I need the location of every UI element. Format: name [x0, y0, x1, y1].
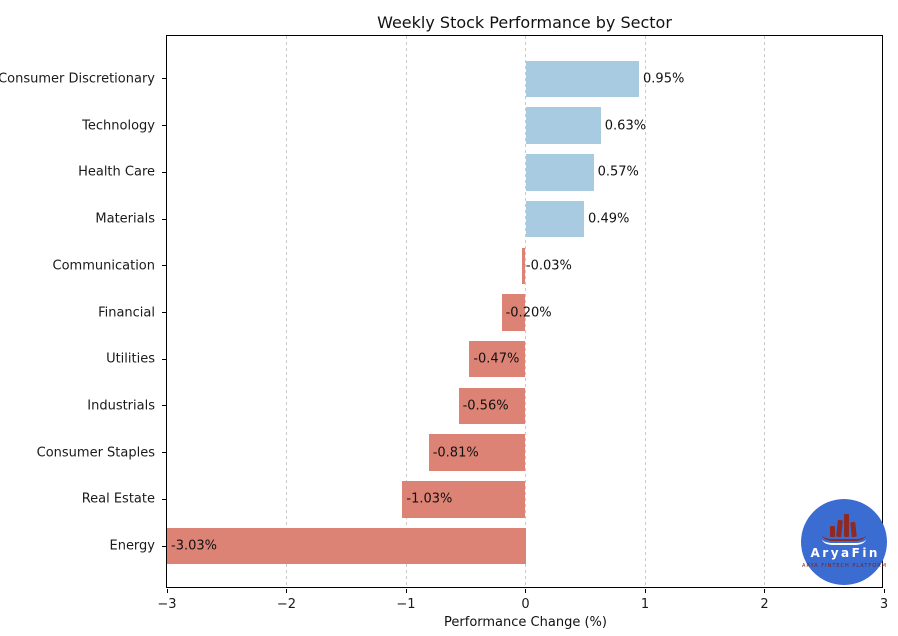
- x-axis-tick-label: −2: [276, 597, 297, 612]
- bar-value-label: -1.03%: [406, 491, 453, 507]
- category-label: Financial: [98, 305, 155, 320]
- y-axis-tick: [162, 312, 166, 313]
- gridline: [764, 36, 765, 587]
- x-axis-tick: [883, 589, 885, 593]
- bar-negative: [501, 294, 526, 331]
- gridline: [286, 36, 287, 587]
- bar-negative: [402, 481, 526, 518]
- x-axis-tick: [644, 589, 646, 593]
- category-label: Industrials: [87, 398, 155, 414]
- y-axis-tick: [162, 171, 166, 173]
- bar-value-label: -3.03%: [171, 538, 217, 554]
- gridline: [525, 36, 526, 587]
- y-axis-tick: [162, 358, 166, 360]
- bar-value-label: -0.81%: [432, 445, 479, 461]
- bar-negative: [469, 340, 526, 378]
- bar-positive: [525, 107, 601, 144]
- aryafin-logo-badge: AryaFin ARYA FINTECH PLATFORM: [801, 499, 887, 585]
- bar-positive: [525, 154, 594, 191]
- category-label: Communication: [52, 258, 155, 274]
- category-label: Materials: [95, 211, 155, 227]
- bar-value-label: -0.20%: [505, 305, 552, 320]
- bar-value-label: -0.03%: [525, 258, 572, 274]
- x-axis-tick-label: 2: [760, 597, 769, 612]
- y-axis-tick: [162, 265, 166, 267]
- x-axis-tick: [166, 589, 168, 593]
- y-axis-tick: [162, 405, 166, 407]
- plot-area: Performance Change (%) −3 −2 −1 0 1 2 3 Consume…: [0, 35, 888, 630]
- y-axis-tick: [162, 452, 166, 454]
- x-axis-tick: [405, 589, 407, 593]
- x-axis-tick-label: 0: [521, 597, 530, 612]
- x-axis-tick: [286, 589, 287, 593]
- x-axis-tick: [525, 589, 526, 593]
- bar-value-label: -0.56%: [462, 398, 509, 414]
- x-axis-tick-label: 1: [640, 597, 650, 612]
- y-axis-tick: [162, 498, 166, 500]
- bar-value-label: -0.47%: [473, 351, 520, 367]
- logo-swoosh-icon: [822, 533, 866, 546]
- chart-title: Weekly Stock Performance by Sector: [377, 13, 672, 32]
- x-axis-tick-label: 3: [879, 597, 889, 612]
- y-axis-tick: [162, 545, 166, 547]
- bar-negative: [458, 387, 526, 425]
- gridline: [644, 36, 646, 587]
- bar-value-label: 0.95%: [643, 71, 685, 87]
- bar-negative: [428, 434, 526, 471]
- category-label: Consumer Discretionary: [0, 71, 155, 87]
- logo-tagline: ARYA FINTECH PLATFORM: [802, 562, 887, 569]
- x-axis-tick-label: −1: [396, 597, 416, 612]
- x-axis-tick-label: −3: [157, 597, 177, 612]
- bar-positive: [525, 200, 585, 238]
- logo-bars-icon: [821, 514, 867, 546]
- category-label: Utilities: [106, 351, 155, 367]
- category-label: Health Care: [78, 164, 155, 180]
- x-axis-tick: [764, 589, 765, 593]
- gridline: [405, 36, 407, 587]
- logo-name: AryaFin: [810, 546, 880, 561]
- bar-negative: [521, 247, 526, 285]
- category-label: Real Estate: [81, 491, 155, 507]
- y-axis-tick: [162, 218, 166, 220]
- logo-bar-icon: [844, 514, 849, 538]
- x-axis-title: Performance Change (%): [444, 615, 607, 630]
- y-axis-tick: [162, 125, 166, 127]
- bar-value-label: 0.49%: [588, 211, 630, 227]
- category-label: Technology: [82, 118, 155, 134]
- bar-value-label: 0.63%: [604, 118, 647, 134]
- bar-negative: [167, 527, 526, 565]
- category-label: Consumer Staples: [36, 445, 155, 461]
- bar-value-label: 0.57%: [597, 164, 639, 180]
- category-label: Energy: [109, 538, 155, 554]
- bar-positive: [525, 60, 640, 98]
- y-axis-tick: [162, 78, 166, 80]
